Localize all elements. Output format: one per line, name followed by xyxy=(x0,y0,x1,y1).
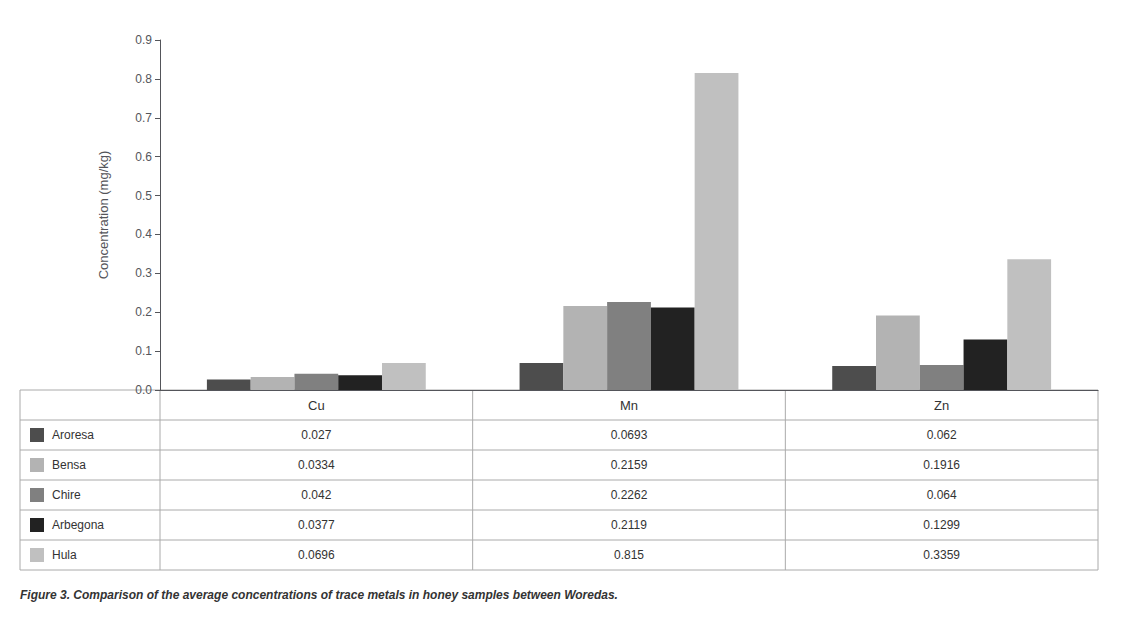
svg-text:0.064: 0.064 xyxy=(927,488,957,502)
svg-text:Hula: Hula xyxy=(52,548,77,562)
svg-text:0.0377: 0.0377 xyxy=(298,518,335,532)
svg-text:Zn: Zn xyxy=(934,398,949,413)
svg-text:0.2: 0.2 xyxy=(135,305,152,319)
svg-text:0.3: 0.3 xyxy=(135,266,152,280)
svg-text:0.062: 0.062 xyxy=(927,428,957,442)
svg-text:0.4: 0.4 xyxy=(135,227,152,241)
svg-text:0.2262: 0.2262 xyxy=(611,488,648,502)
svg-text:0.042: 0.042 xyxy=(301,488,331,502)
svg-text:0.7: 0.7 xyxy=(135,111,152,125)
svg-text:0.2159: 0.2159 xyxy=(611,458,648,472)
svg-text:Chire: Chire xyxy=(52,488,81,502)
svg-text:Aroresa: Aroresa xyxy=(52,428,94,442)
svg-text:Figure 3. Comparison of the av: Figure 3. Comparison of the average conc… xyxy=(20,588,618,602)
svg-text:0.0693: 0.0693 xyxy=(611,428,648,442)
svg-text:0.0334: 0.0334 xyxy=(298,458,335,472)
svg-text:Arbegona: Arbegona xyxy=(52,518,104,532)
svg-text:0.5: 0.5 xyxy=(135,189,152,203)
svg-text:0.8: 0.8 xyxy=(135,72,152,86)
svg-text:0.2119: 0.2119 xyxy=(611,518,647,532)
svg-text:0.0696: 0.0696 xyxy=(298,548,335,562)
svg-text:Concentration (mg/kg): Concentration (mg/kg) xyxy=(96,151,111,280)
svg-text:0.1299: 0.1299 xyxy=(923,518,960,532)
svg-text:0.027: 0.027 xyxy=(301,428,331,442)
svg-text:0.0: 0.0 xyxy=(135,383,152,397)
svg-text:Bensa: Bensa xyxy=(52,458,86,472)
svg-text:Mn: Mn xyxy=(620,398,638,413)
svg-text:0.6: 0.6 xyxy=(135,150,152,164)
svg-text:0.815: 0.815 xyxy=(614,548,644,562)
svg-text:0.1: 0.1 xyxy=(135,344,152,358)
svg-text:0.1916: 0.1916 xyxy=(923,458,960,472)
svg-text:0.3359: 0.3359 xyxy=(923,548,960,562)
svg-text:Cu: Cu xyxy=(308,398,325,413)
svg-text:0.9: 0.9 xyxy=(135,33,152,47)
